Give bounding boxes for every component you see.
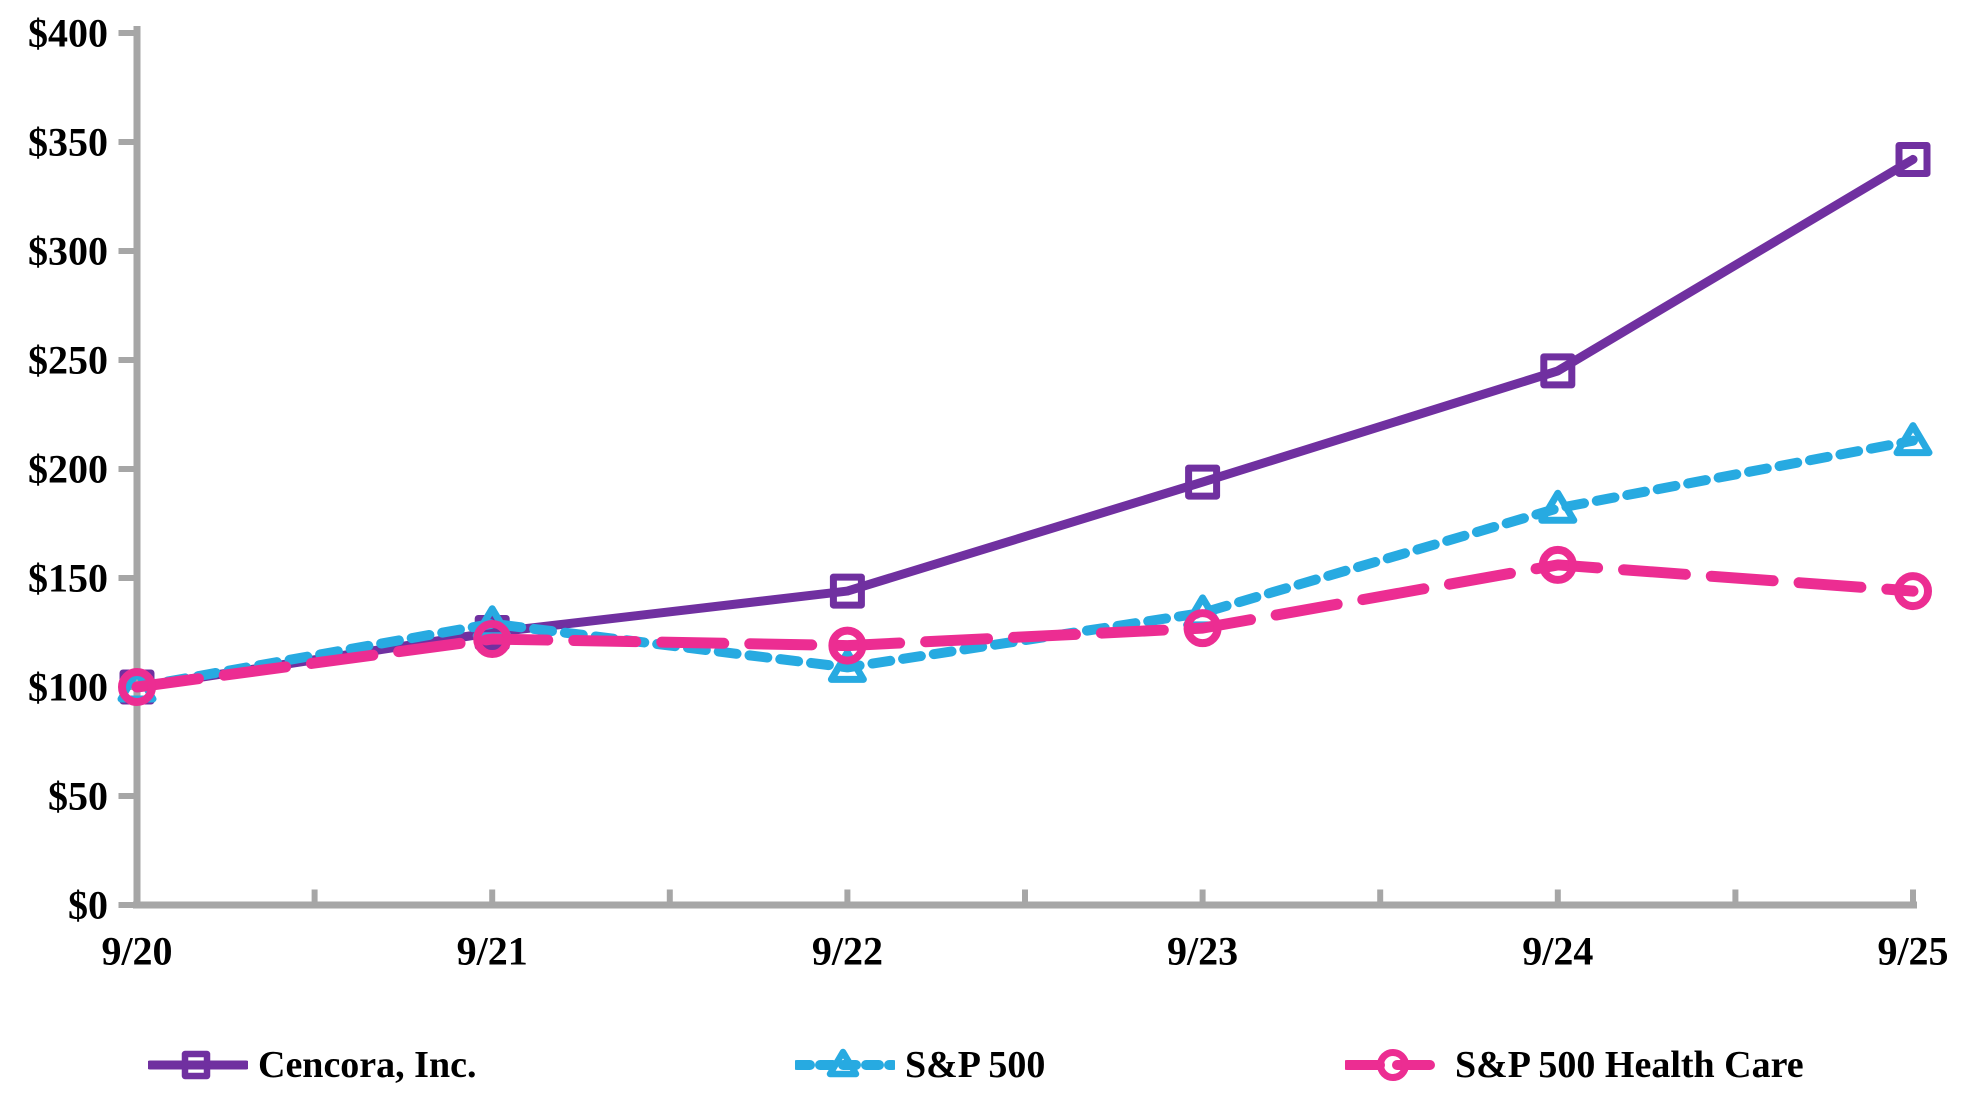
square-marker-icon [181,1050,211,1080]
legend-label-s-p-500-health-care: S&P 500 Health Care [1455,1044,1804,1086]
marker-cencora-inc-5 [1895,141,1931,177]
series-cencora-inc [119,141,1931,705]
series-s-p-500-health-care [118,545,1932,706]
marker-s-p-500-health-care-5 [1894,572,1932,611]
legend-label-s-p-500: S&P 500 [905,1044,1046,1086]
y-axis-tick-label: $150 [28,556,108,601]
y-axis-tick-label: $200 [28,447,108,492]
triangle-marker-icon [826,1048,860,1078]
x-axis-tick-label: 9/25 [1877,929,1948,974]
y-axis-tick-label: $0 [68,883,108,928]
marker-s-p-500-5 [1893,422,1933,457]
x-axis-tick-label: 9/21 [457,929,528,974]
marker-s-p-500-health-care-2 [828,626,867,665]
y-axis-tick-label: $400 [28,11,108,56]
x-axis-tick-label: 9/24 [1522,929,1593,974]
y-axis-tick-label: $250 [28,338,108,383]
legend-swatch-cencora-inc [148,1050,248,1080]
marker-cencora-inc-4 [1540,353,1576,389]
y-axis-tick-label: $50 [48,774,108,819]
y-axis-tick-label: $350 [28,120,108,165]
marker-s-p-500-2 [827,648,867,683]
marker-s-p-500-health-care-3 [1183,609,1222,648]
legend-item-cencora-inc: Cencora, Inc. [148,1038,476,1092]
marker-cencora-inc-3 [1185,464,1221,500]
marker-cencora-inc-2 [829,573,865,609]
legend-swatch-s-p-500-health-care [1345,1049,1445,1081]
x-axis-tick-label: 9/22 [812,929,883,974]
y-axis-tick-label: $100 [28,665,108,710]
legend-item-s-p-500: S&P 500 [795,1038,1045,1092]
legend-item-s-p-500-health-care: S&P 500 Health Care [1345,1038,1804,1092]
legend-label-cencora-inc: Cencora, Inc. [258,1044,477,1086]
series-line-s-p-500-health-care [131,559,1919,693]
y-axis-tick-label: $300 [28,229,108,274]
chart-legend: Cencora, Inc. S&P 500 S&P 500 Health Care [0,1038,1961,1092]
series-line-cencora-inc [132,154,1918,692]
marker-s-p-500-health-care-0 [118,668,156,706]
marker-s-p-500-health-care-4 [1538,545,1577,584]
legend-swatch-s-p-500 [795,1048,895,1078]
circle-marker-icon [1377,1049,1409,1081]
series-s-p-500 [117,422,1933,703]
marker-s-p-500-4 [1538,489,1578,524]
marker-s-p-500-health-care-1 [473,620,512,659]
x-axis-tick-label: 9/20 [101,929,172,974]
x-axis-tick-label: 9/23 [1167,929,1238,974]
